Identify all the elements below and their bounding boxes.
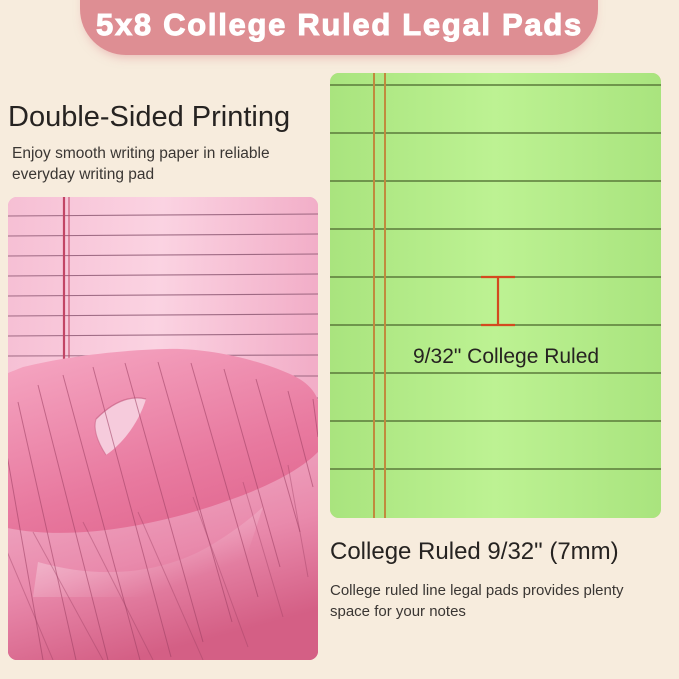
- svg-text:9/32" College Ruled: 9/32" College Ruled: [413, 345, 599, 368]
